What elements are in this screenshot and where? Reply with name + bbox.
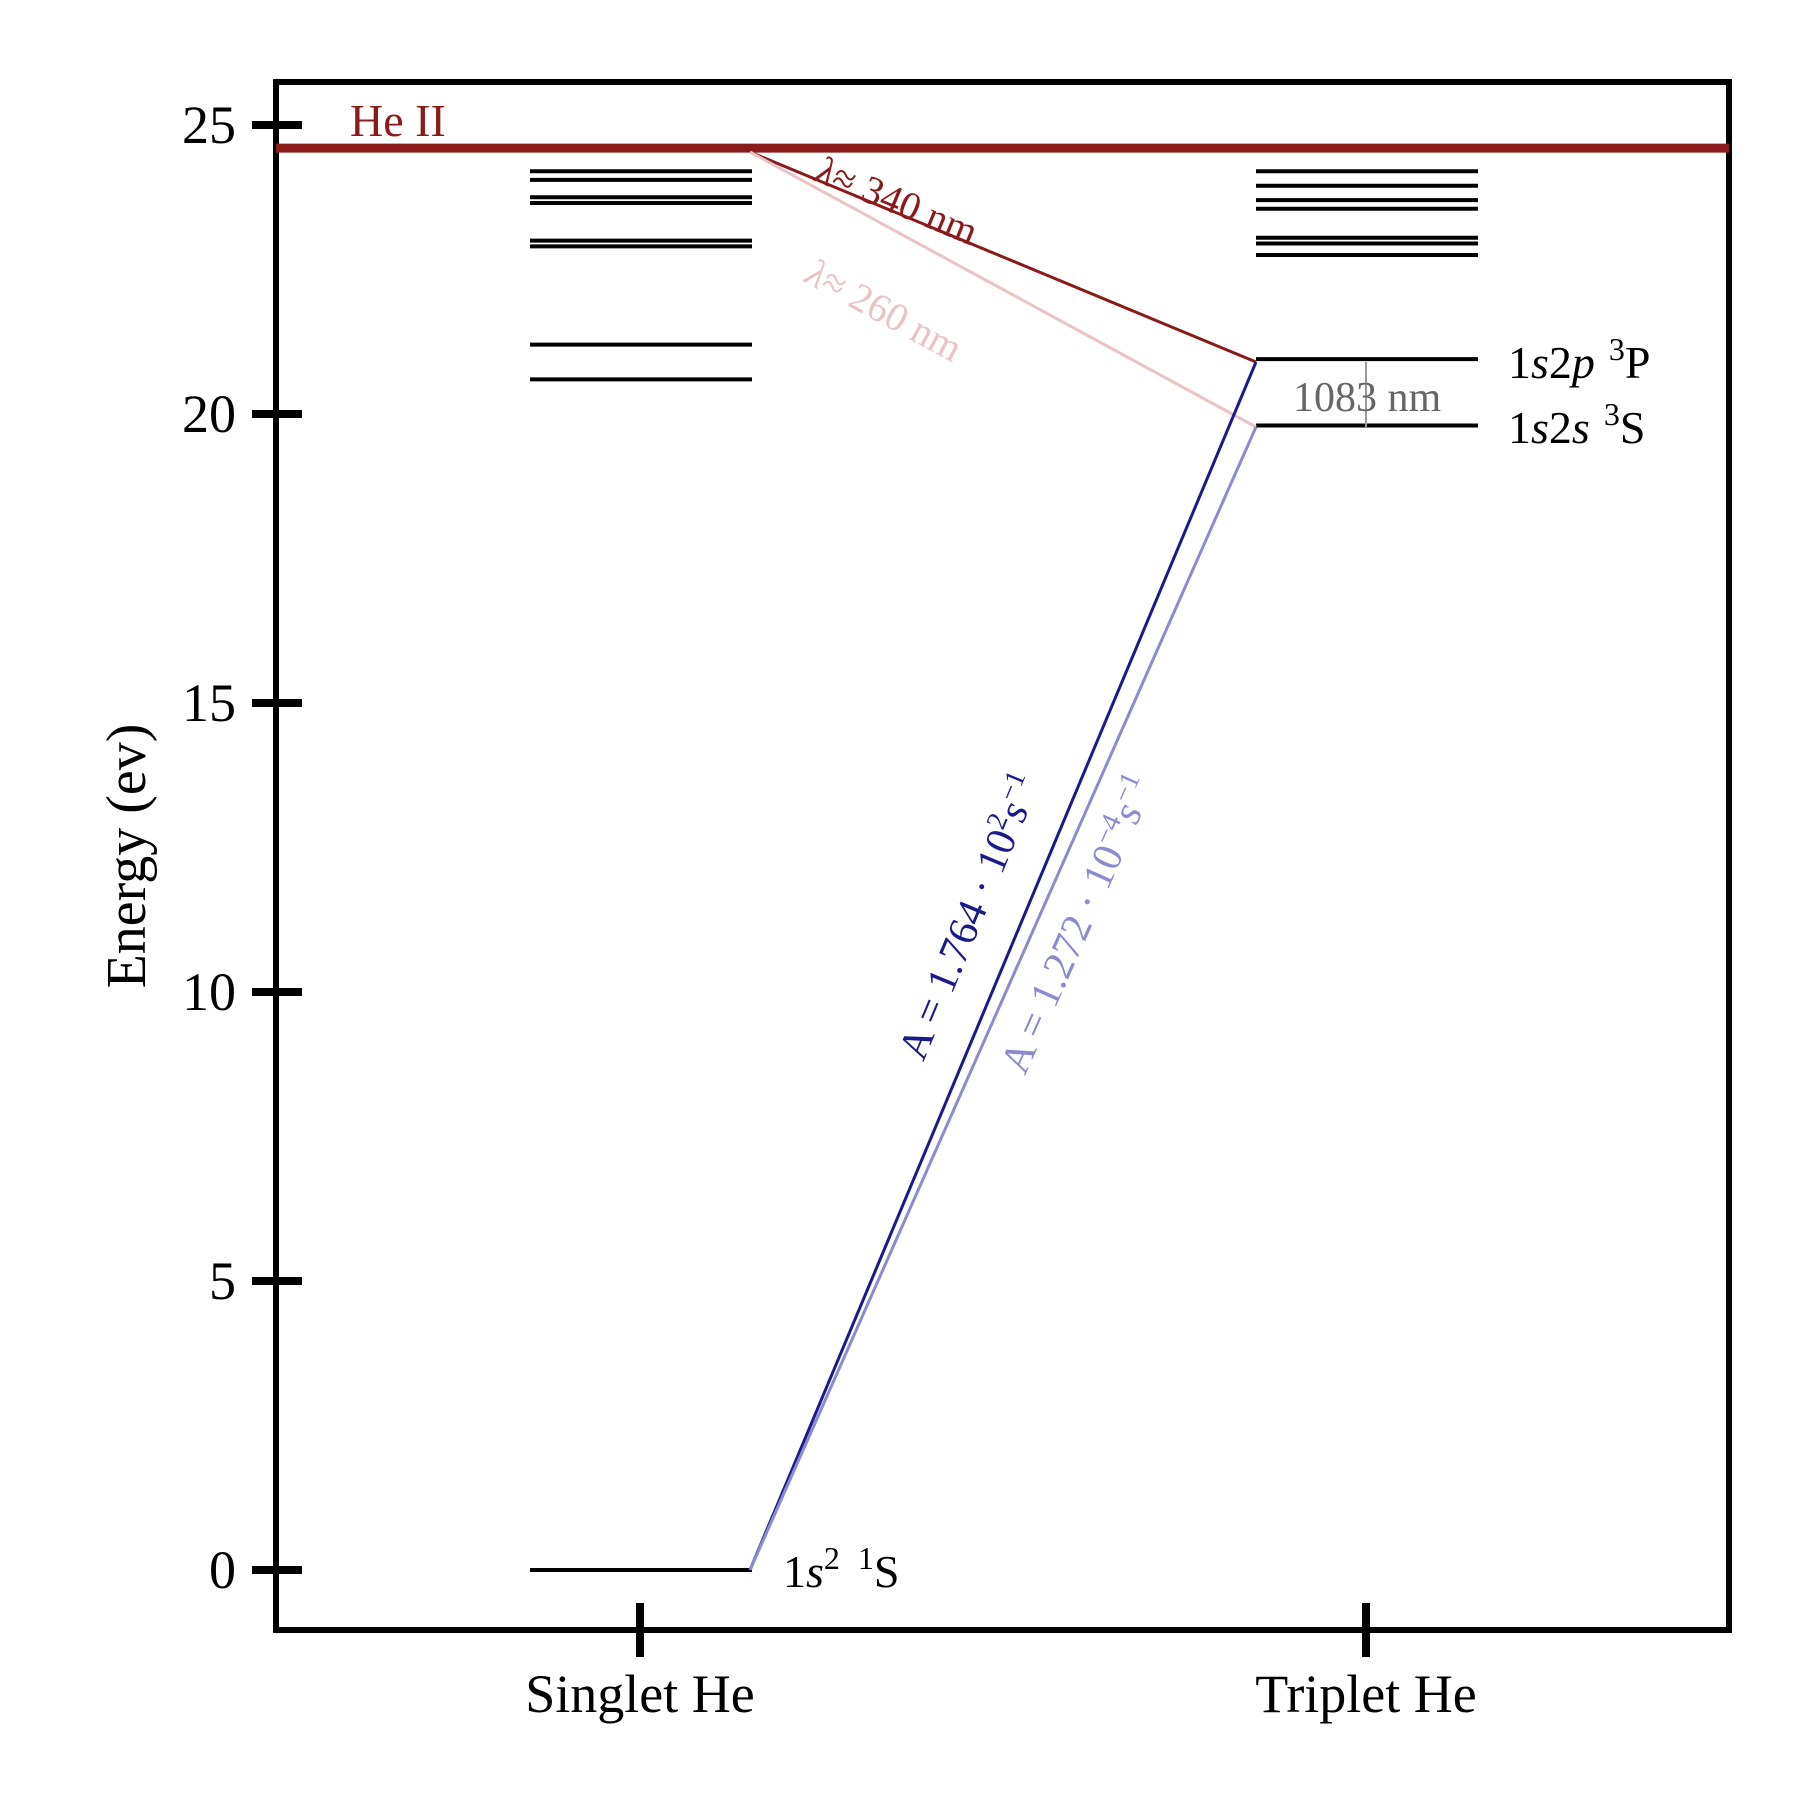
transition-340nm [749, 150, 1257, 364]
label-340nm: λ≈ 340 nm [809, 147, 985, 254]
y-tick-label: 25 [182, 95, 236, 155]
y-tick-label: 10 [182, 962, 236, 1022]
singlet-levels [530, 169, 752, 1572]
triplet-levels [1256, 169, 1478, 428]
y-tick-label: 0 [209, 1540, 236, 1600]
y-tick-label: 20 [182, 384, 236, 444]
decay-1s2s-3S [748, 426, 1258, 1571]
y-axis-ticks: 0 5 10 15 20 25 [182, 95, 302, 1600]
label-1s2p-3P: 1s2p 3P [1508, 331, 1651, 388]
label-1083nm: 1083 nm [1293, 375, 1442, 421]
y-tick-label: 15 [182, 673, 236, 733]
transition-260nm [749, 150, 1257, 429]
decay-1s2p-3P [748, 361, 1258, 1571]
plot-frame [273, 79, 1732, 1633]
y-axis-title: Energy (ev) [96, 724, 158, 989]
label-ground-1s2-1S: 1s2 1S [783, 1540, 900, 1597]
x-label-singlet: Singlet He [525, 1664, 754, 1724]
x-label-triplet: Triplet He [1255, 1664, 1477, 1724]
y-tick-label: 5 [209, 1251, 236, 1311]
label-1s2s-3S: 1s2s 3S [1508, 396, 1645, 453]
ionization-label: He II [350, 95, 446, 146]
label-260nm: λ≈ 260 nm [798, 249, 970, 370]
